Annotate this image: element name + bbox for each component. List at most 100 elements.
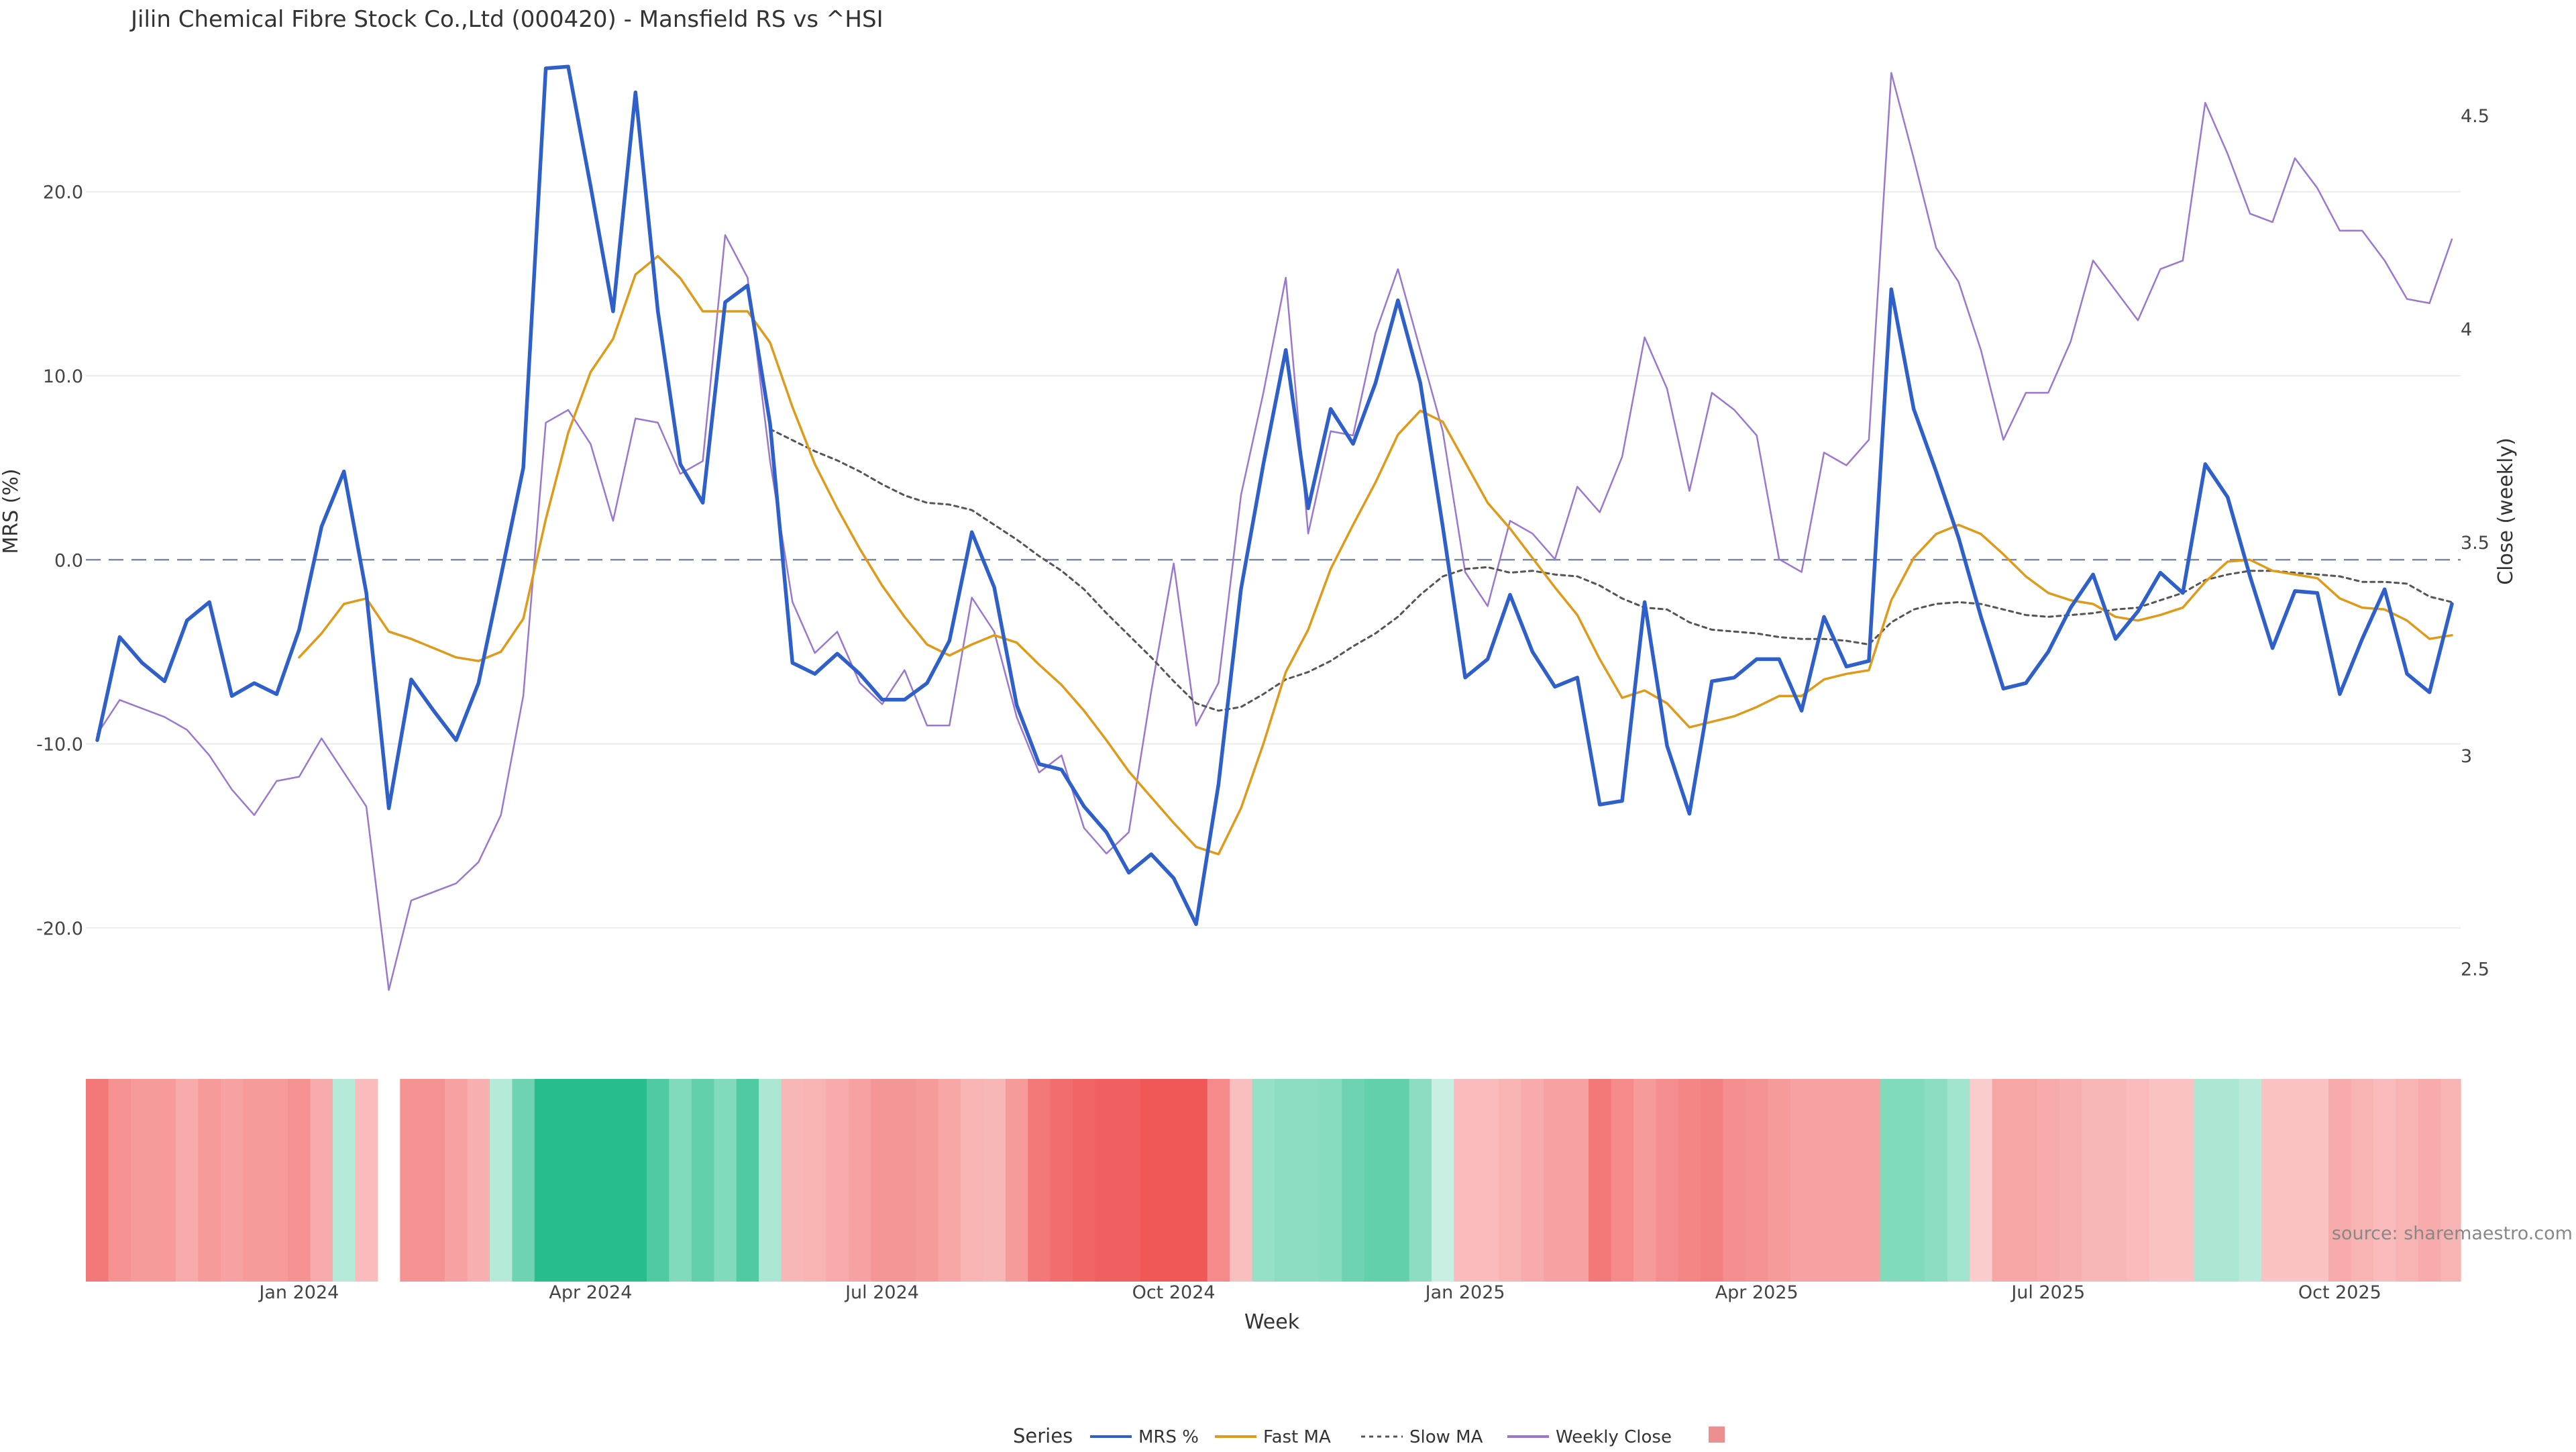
x-tick-label: Jul 2024 (844, 1282, 919, 1303)
y-tick-label: 10.0 (43, 366, 83, 387)
heatmap-cell (1073, 1079, 1096, 1282)
heatmap-cell (1746, 1079, 1768, 1282)
heatmap-cell (714, 1079, 737, 1282)
left-axis: 20.0 10.0 0.0 -10.0 -20.0 (36, 183, 83, 939)
heatmap-cell (759, 1079, 782, 1282)
heatmap-cell (422, 1079, 445, 1282)
heatmap-cell (1364, 1079, 1387, 1282)
heatmap-cell (893, 1079, 916, 1282)
heatmap-cell (2418, 1079, 2441, 1282)
series-layer (95, 64, 2454, 991)
heatmap-cell (445, 1079, 468, 1282)
heatmap-cell (1925, 1079, 1948, 1282)
heatmap-cell (624, 1079, 647, 1282)
heatmap-cell (579, 1079, 602, 1282)
heatmap-cell (534, 1079, 557, 1282)
heatmap-cell (1387, 1079, 1410, 1282)
heatmap-cell (490, 1079, 513, 1282)
y2-tick-label: 2.5 (2461, 960, 2489, 980)
heatmap-cell (1342, 1079, 1365, 1282)
heatmap-cell (1970, 1079, 1993, 1282)
heatmap-cell (176, 1079, 199, 1282)
heatmap-cell (1140, 1079, 1163, 1282)
heatmap-cell (400, 1079, 423, 1282)
heatmap-cell (1207, 1079, 1230, 1282)
heatmap-cell (1678, 1079, 1701, 1282)
heatmap-cell (871, 1079, 894, 1282)
heatmap-cell (2351, 1079, 2374, 1282)
heatmap-cell (2261, 1079, 2284, 1282)
legend-item[interactable]: Weekly Close (1507, 1427, 1672, 1447)
heatmap-cell (781, 1079, 804, 1282)
heatmap-cell (1544, 1079, 1567, 1282)
heatmap-cell (1835, 1079, 1858, 1282)
legend-item[interactable]: MRS % (1090, 1427, 1199, 1447)
heatmap-cell (310, 1079, 333, 1282)
y-tick-label: 0.0 (54, 550, 83, 571)
heatmap-cell (1858, 1079, 1881, 1282)
heatmap-cell (1656, 1079, 1679, 1282)
heatmap-cell (1319, 1079, 1342, 1282)
heatmap-cell (220, 1079, 244, 1282)
heatmap-cell (691, 1079, 714, 1282)
heatmap-cell (288, 1079, 311, 1282)
heatmap-cell (1813, 1079, 1836, 1282)
heatmap-cell (2306, 1079, 2329, 1282)
heatmap-cell (1454, 1079, 1477, 1282)
legend-swatch (1709, 1427, 1725, 1443)
heatmap-cell (2082, 1079, 2105, 1282)
heatmap-cell (2239, 1079, 2262, 1282)
heatmap-cell (1499, 1079, 1522, 1282)
heatmap-cell (2171, 1079, 2195, 1282)
x-axis: Jan 2024 Apr 2024 Jul 2024 Oct 2024 Jan 2025… (258, 1282, 2381, 1303)
heatmap-cell (1252, 1079, 1275, 1282)
heatmap-cell (2373, 1079, 2396, 1282)
heatmap-cell (1162, 1079, 1185, 1282)
heatmap-cell (108, 1079, 131, 1282)
y2-tick-label: 4 (2461, 319, 2472, 340)
grid-layer (86, 191, 2461, 929)
heatmap-cell (1095, 1079, 1118, 1282)
heatmap-cell (804, 1079, 826, 1282)
legend-label: Weekly Close (1556, 1427, 1672, 1447)
heatmap-cell (198, 1079, 221, 1282)
heatmap-cell (1230, 1079, 1253, 1282)
legend-item[interactable]: Slow MA (1361, 1427, 1483, 1447)
heatmap-cell (916, 1079, 939, 1282)
heatmap-cell (1275, 1079, 1297, 1282)
heatmap-cell (153, 1079, 176, 1282)
x-tick-label: Oct 2024 (1132, 1282, 1216, 1303)
weekly-close-line (96, 72, 2453, 991)
heatmap-cell (1521, 1079, 1544, 1282)
heatmap-cell (669, 1079, 692, 1282)
heatmap-cell (2284, 1079, 2307, 1282)
heatmap-cell (86, 1079, 109, 1282)
heatmap-cell (2396, 1079, 2419, 1282)
heatmap-cell (961, 1079, 983, 1282)
heatmap-cell (131, 1079, 154, 1282)
heatmap-cell (243, 1079, 266, 1282)
heatmap-cell (1611, 1079, 1634, 1282)
heatmap-cell (1118, 1079, 1140, 1282)
fast-ma-line (298, 254, 2453, 855)
heatmap-cell (983, 1079, 1006, 1282)
heatmap-cell (2149, 1079, 2172, 1282)
heatmap-cell (1185, 1079, 1208, 1282)
heatmap-cell (1566, 1079, 1589, 1282)
x-tick-label: Apr 2024 (549, 1282, 632, 1303)
x-tick-label: Jan 2025 (1424, 1282, 1505, 1303)
right-axis: 4.5 4 3.5 3 2.5 (2461, 106, 2489, 980)
heatmap-cell (557, 1079, 580, 1282)
heatmap-cell (2015, 1079, 2038, 1282)
heatmap-cell (826, 1079, 849, 1282)
legend-item[interactable] (1709, 1427, 1725, 1443)
heatmap-cell (1028, 1079, 1051, 1282)
heatmap-cell (647, 1079, 669, 1282)
y2-axis-label: Close (weekly) (2494, 437, 2518, 585)
legend-label: MRS % (1138, 1427, 1199, 1447)
legend-item[interactable]: Fast MA (1215, 1427, 1331, 1447)
y2-tick-label: 4.5 (2461, 106, 2489, 127)
chart-title: Jilin Chemical Fibre Stock Co.,Ltd (0004… (129, 6, 883, 33)
